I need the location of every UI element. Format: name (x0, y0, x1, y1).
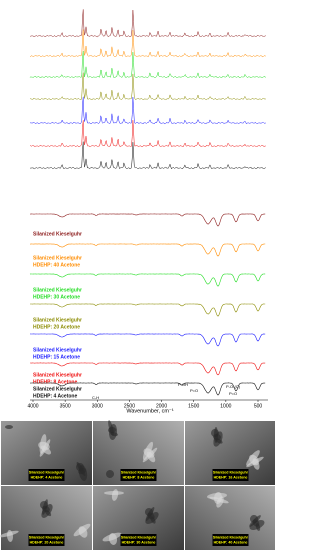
sem-particle (207, 492, 227, 500)
caption-box (212, 469, 249, 481)
xrd-trace (30, 72, 266, 101)
ftir-trace (29, 273, 266, 287)
ftir-trace (29, 333, 266, 347)
sem-caption: Silanized Kieselguhr (121, 470, 157, 474)
ftir-trace (30, 303, 266, 317)
xrd-trace (29, 141, 266, 170)
sem-particle (104, 491, 124, 495)
series-label: Silanized Kieselguhr (33, 372, 82, 378)
sem-particle (250, 515, 258, 523)
sem-particle (5, 425, 13, 429)
sem-particle (211, 429, 219, 437)
x-tick-label: 1500 (188, 403, 199, 409)
ftir-trace (29, 382, 266, 396)
sem-caption: HDEHP: 40 Acetone (214, 540, 248, 544)
xrd-panel (29, 9, 267, 170)
x-tick-label: 3500 (60, 403, 71, 409)
series-label: HDEHP: 15 Acetone (33, 354, 80, 360)
sem-particle (142, 441, 154, 461)
annotation: C-H (92, 395, 99, 400)
x-tick-label: 2500 (124, 403, 135, 409)
sem-particle (39, 434, 47, 454)
sem-caption: Silanized Kieselguhr (121, 535, 157, 539)
sem-caption: HDEHP: 4 Acetone (31, 475, 63, 479)
series-label: Silanized Kieselguhr (33, 347, 82, 353)
sem-particle (102, 532, 122, 542)
annotation: P=O (190, 388, 198, 393)
sem-caption: Silanized Kieselguhr (213, 470, 249, 474)
sem-caption: Silanized Kieselguhr (213, 535, 249, 539)
sem-particle (145, 508, 153, 516)
series-label: Silanized Kieselguhr (33, 255, 82, 261)
sem-particle (0, 530, 19, 538)
series-label: Silanized Kieselguhr (33, 386, 82, 392)
annotation: P-O-(C) (226, 384, 241, 389)
annotation: P=O (229, 391, 237, 396)
figure: Wavenumber, cm⁻¹ 4000 3500 3000 2500 2000 150… (0, 9, 275, 550)
series-label: Silanized Kieselguhr (33, 231, 82, 237)
x-axis-label: Wavenumber, cm⁻¹ (126, 408, 173, 414)
annotation: P-OH (178, 382, 188, 387)
xrd-trace (29, 96, 266, 125)
sem-caption: HDEHP: 8 Acetone (123, 475, 155, 479)
caption-box (120, 534, 157, 546)
ftir-trace (30, 362, 266, 376)
sem-particle (40, 501, 48, 509)
sem-particle (108, 420, 114, 436)
xrd-trace (29, 120, 267, 148)
sem-particle (73, 523, 91, 537)
sem-caption: HDEHP: 30 Acetone (122, 540, 156, 544)
sem-particle (76, 463, 84, 471)
ftir-trace (29, 213, 266, 227)
x-tick-label: 3000 (92, 403, 103, 409)
sem-caption: HDEHP: 20 Acetone (30, 540, 64, 544)
caption-box (120, 469, 157, 481)
series-label: HDEHP: 8 Acetone (33, 379, 77, 385)
sem-caption: Silanized Kieselguhr (29, 470, 65, 474)
sem-caption: Silanized Kieselguhr (29, 535, 65, 539)
series-label: HDEHP: 20 Acetone (33, 324, 80, 330)
sem-caption: HDEHP: 16 Acetone (214, 475, 248, 479)
series-label: Silanized Kieselguhr (33, 317, 82, 323)
x-tick-label: 4000 (27, 403, 38, 409)
series-label: HDEHP: 30 Acetone (33, 294, 80, 300)
series-label: HDEHP: 4 Acetone (33, 393, 77, 399)
xrd-trace (29, 50, 267, 79)
series-label: HDEHP: 40 Acetone (33, 262, 80, 268)
series-label: Silanized Kieselguhr (33, 287, 82, 293)
ftir-panel: Wavenumber, cm⁻¹ 4000 3500 3000 2500 2000 150… (27, 213, 268, 414)
caption-box (212, 534, 249, 546)
caption-box (28, 534, 65, 546)
x-tick-label: 500 (254, 403, 263, 409)
sem-particle (106, 470, 114, 478)
xrd-trace (29, 9, 267, 38)
ftir-trace (30, 243, 266, 257)
caption-box (28, 469, 65, 481)
sem-particle (246, 450, 260, 466)
x-tick-label: 1000 (220, 403, 231, 409)
x-tick-label: 2000 (156, 403, 167, 409)
xrd-trace (29, 29, 267, 58)
